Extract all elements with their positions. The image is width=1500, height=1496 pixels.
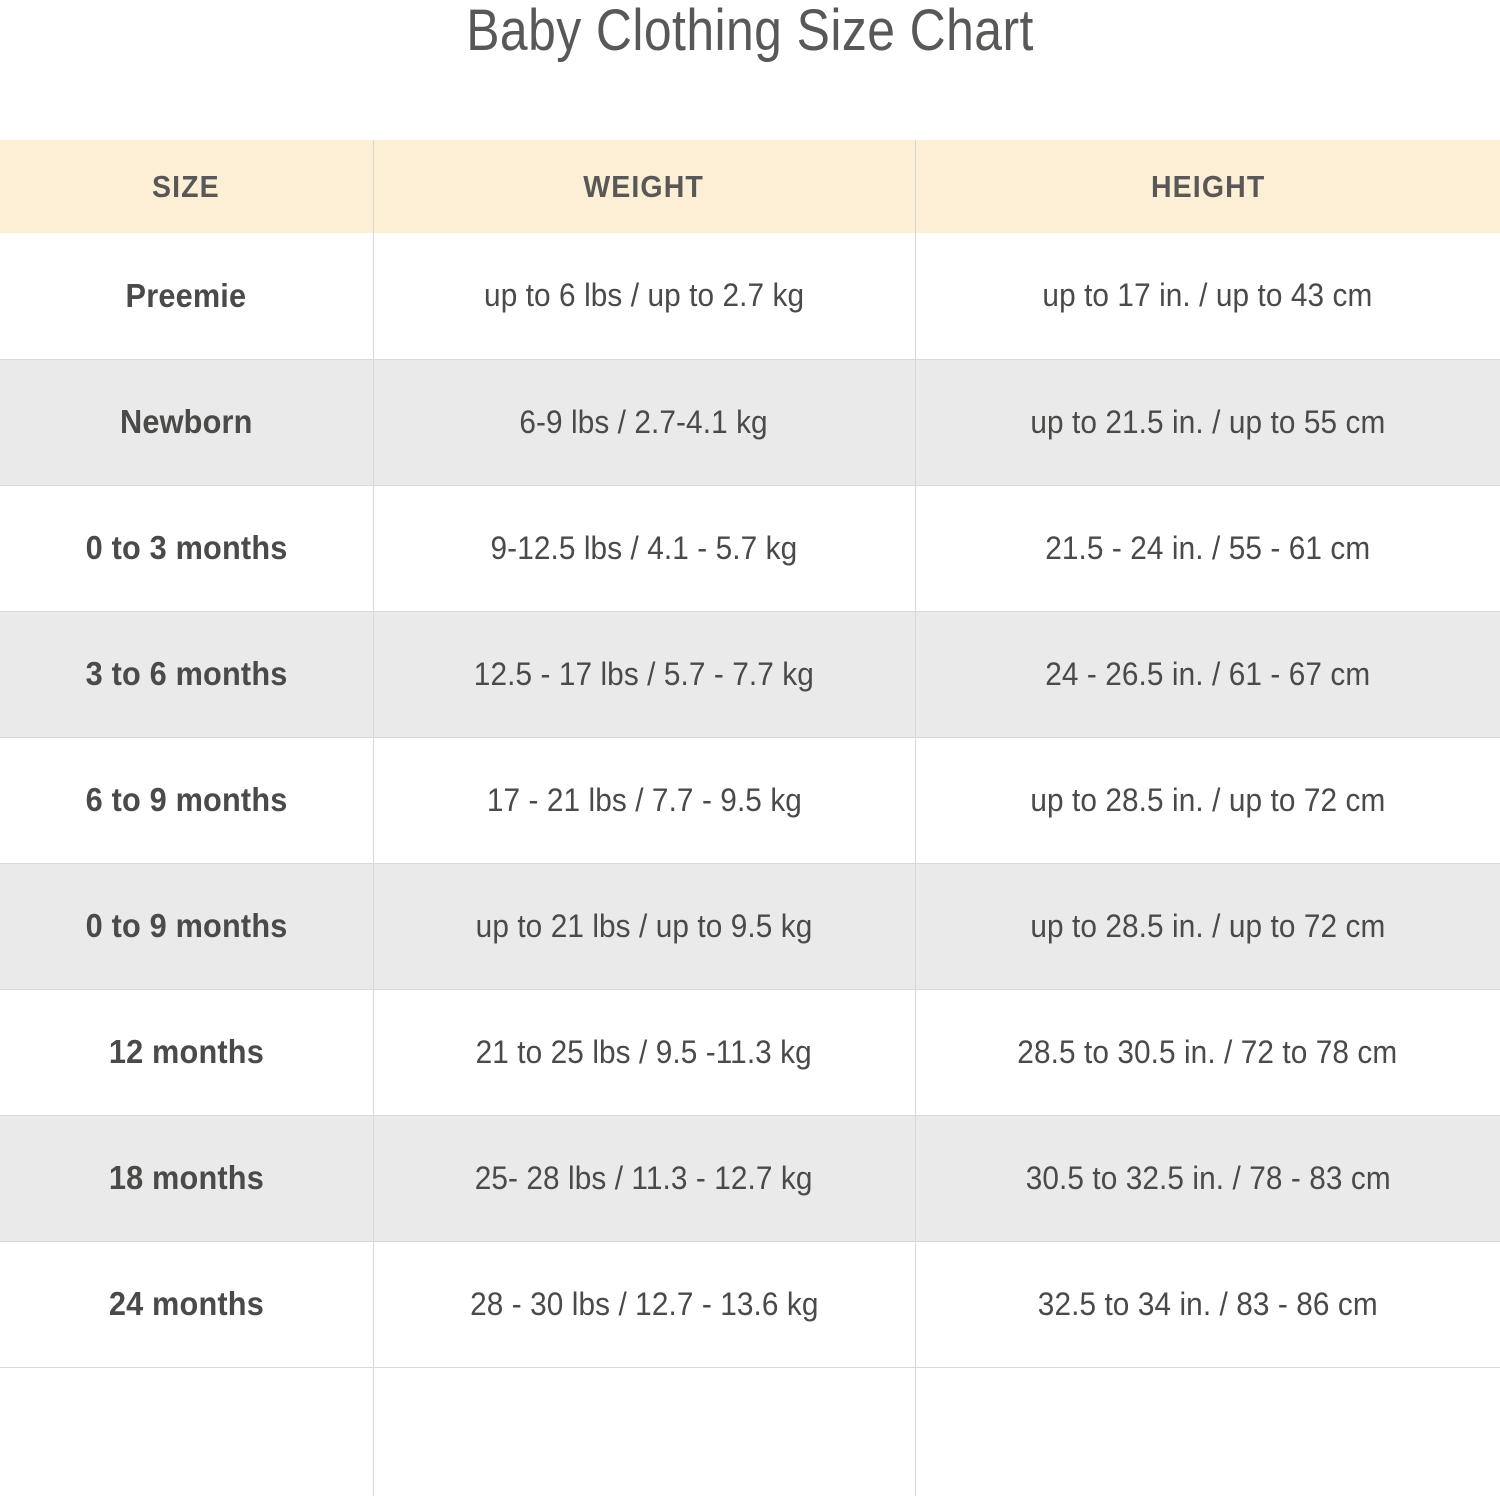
cell-size: [0, 1367, 374, 1496]
table-row: 0 to 9 months up to 21 lbs / up to 9.5 k…: [0, 863, 1500, 990]
cell-size: 3 to 6 months: [0, 611, 374, 738]
cell-weight-text: 25- 28 lbs / 11.3 - 12.7 kg: [475, 1159, 813, 1196]
column-header-weight-label: WEIGHT: [583, 168, 705, 204]
cell-size: 12 months: [0, 989, 374, 1116]
cell-height: up to 17 in. / up to 43 cm: [915, 233, 1500, 360]
cell-height-text: 21.5 - 24 in. / 55 - 61 cm: [1045, 529, 1371, 566]
cell-size: 0 to 3 months: [0, 485, 374, 612]
table-row: 18 months 25- 28 lbs / 11.3 - 12.7 kg 30…: [0, 1115, 1500, 1242]
cell-height: 32.5 to 34 in. / 83 - 86 cm: [915, 1241, 1500, 1368]
column-header-weight: WEIGHT: [373, 140, 916, 233]
column-header-height: HEIGHT: [915, 140, 1500, 233]
cell-height: [915, 1367, 1500, 1496]
cell-weight: 17 - 21 lbs / 7.7 - 9.5 kg: [373, 737, 916, 864]
baby-clothing-size-table: SIZE WEIGHT HEIGHT Preemie up: [0, 140, 1500, 1496]
cell-height-text: up to 28.5 in. / up to 72 cm: [1030, 781, 1386, 818]
cell-weight-text: up to 21 lbs / up to 9.5 kg: [475, 907, 813, 944]
table-row: 24 months 28 - 30 lbs / 12.7 - 13.6 kg 3…: [0, 1241, 1500, 1368]
cell-weight-text: 28 - 30 lbs / 12.7 - 13.6 kg: [469, 1285, 819, 1322]
cell-height: 30.5 to 32.5 in. / 78 - 83 cm: [915, 1115, 1500, 1242]
cell-size-text: 0 to 9 months: [85, 907, 288, 944]
cell-height: 21.5 - 24 in. / 55 - 61 cm: [915, 485, 1500, 612]
cell-size: 18 months: [0, 1115, 374, 1242]
cell-size-text: 3 to 6 months: [85, 655, 288, 692]
cell-height: up to 28.5 in. / up to 72 cm: [915, 863, 1500, 990]
page-title: Baby Clothing Size Chart: [466, 0, 1034, 63]
cell-weight: 12.5 - 17 lbs / 5.7 - 7.7 kg: [373, 611, 916, 738]
cell-weight: [373, 1367, 916, 1496]
cell-height-text: 30.5 to 32.5 in. / 78 - 83 cm: [1025, 1159, 1391, 1196]
cell-size: 6 to 9 months: [0, 737, 374, 864]
cell-height: 24 - 26.5 in. / 61 - 67 cm: [915, 611, 1500, 738]
cell-weight: 28 - 30 lbs / 12.7 - 13.6 kg: [373, 1241, 916, 1368]
cell-size-text: 0 to 3 months: [85, 529, 288, 566]
cell-size-text: Newborn: [119, 403, 253, 440]
table-row: 12 months 21 to 25 lbs / 9.5 -11.3 kg 28…: [0, 989, 1500, 1116]
cell-size: 24 months: [0, 1241, 374, 1368]
cell-weight-text: 21 to 25 lbs / 9.5 -11.3 kg: [475, 1033, 813, 1070]
cell-height-text: up to 28.5 in. / up to 72 cm: [1030, 907, 1386, 944]
table-head: SIZE WEIGHT HEIGHT: [0, 140, 1500, 233]
cell-weight: 6-9 lbs / 2.7-4.1 kg: [373, 359, 916, 486]
size-chart-table-wrapper: SIZE WEIGHT HEIGHT Preemie up: [0, 140, 1500, 1496]
column-header-height-label: HEIGHT: [1150, 168, 1265, 204]
cell-height-text: 32.5 to 34 in. / 83 - 86 cm: [1037, 1285, 1378, 1322]
cell-weight-text: 9-12.5 lbs / 4.1 - 5.7 kg: [490, 529, 798, 566]
cell-size-text: 18 months: [108, 1159, 264, 1196]
cell-height-text: 28.5 to 30.5 in. / 72 to 78 cm: [1017, 1033, 1398, 1070]
cell-height: 28.5 to 30.5 in. / 72 to 78 cm: [915, 989, 1500, 1116]
cell-weight-text: up to 6 lbs / up to 2.7 kg: [483, 277, 805, 314]
cell-size: 0 to 9 months: [0, 863, 374, 990]
cell-height: up to 21.5 in. / up to 55 cm: [915, 359, 1500, 486]
table-row: 6 to 9 months 17 - 21 lbs / 7.7 - 9.5 kg…: [0, 737, 1500, 864]
cell-size-text: Preemie: [125, 276, 247, 314]
cell-weight-text: 6-9 lbs / 2.7-4.1 kg: [519, 403, 769, 440]
cell-height: up to 28.5 in. / up to 72 cm: [915, 737, 1500, 864]
table-body: Preemie up to 6 lbs / up to 2.7 kg up to…: [0, 233, 1500, 1496]
cell-height-text: up to 17 in. / up to 43 cm: [1042, 277, 1373, 314]
cell-weight: 21 to 25 lbs / 9.5 -11.3 kg: [373, 989, 916, 1116]
cell-size-text: 6 to 9 months: [85, 781, 288, 818]
column-header-size: SIZE: [0, 140, 374, 233]
column-header-size-label: SIZE: [152, 168, 221, 204]
cell-weight: 9-12.5 lbs / 4.1 - 5.7 kg: [373, 485, 916, 612]
table-row: 3 to 6 months 12.5 - 17 lbs / 5.7 - 7.7 …: [0, 611, 1500, 738]
table-row: Newborn 6-9 lbs / 2.7-4.1 kg up to 21.5 …: [0, 359, 1500, 486]
cell-size-text: 24 months: [108, 1285, 264, 1322]
table-row: Preemie up to 6 lbs / up to 2.7 kg up to…: [0, 233, 1500, 360]
cell-size: Newborn: [0, 359, 374, 486]
cell-size: Preemie: [0, 233, 374, 360]
table-row-partial: [0, 1367, 1500, 1496]
cell-weight: 25- 28 lbs / 11.3 - 12.7 kg: [373, 1115, 916, 1242]
cell-weight-text: 12.5 - 17 lbs / 5.7 - 7.7 kg: [473, 655, 815, 692]
cell-weight: up to 6 lbs / up to 2.7 kg: [373, 233, 916, 360]
cell-height-text: 24 - 26.5 in. / 61 - 67 cm: [1045, 655, 1371, 692]
table-row: 0 to 3 months 9-12.5 lbs / 4.1 - 5.7 kg …: [0, 485, 1500, 612]
cell-size-text: 12 months: [108, 1033, 264, 1070]
table-header-row: SIZE WEIGHT HEIGHT: [0, 140, 1500, 233]
cell-weight-text: 17 - 21 lbs / 7.7 - 9.5 kg: [486, 781, 802, 818]
cell-weight: up to 21 lbs / up to 9.5 kg: [373, 863, 916, 990]
cell-height-text: up to 21.5 in. / up to 55 cm: [1030, 403, 1386, 440]
